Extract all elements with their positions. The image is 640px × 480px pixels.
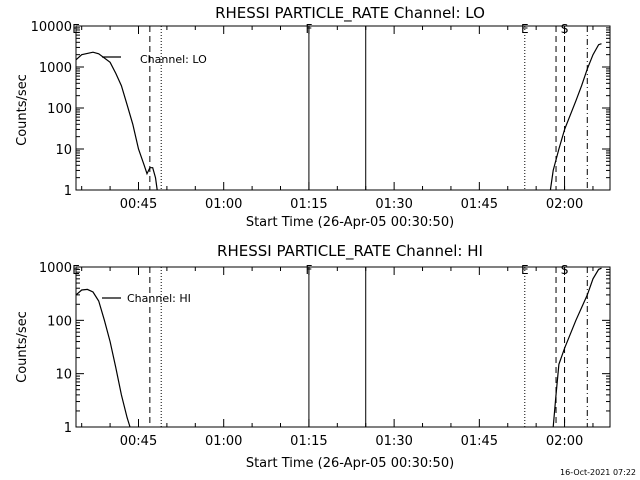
lo-y-tick-label: 1000 bbox=[39, 61, 72, 76]
hi-x-tick-label: 01:15 bbox=[290, 434, 327, 449]
lo-marker-label: E bbox=[521, 22, 529, 36]
hi-y-tick-label: 1 bbox=[64, 421, 72, 436]
lo-y-tick-label: 10 bbox=[55, 143, 72, 158]
lo-x-tick-label: 00:45 bbox=[120, 197, 157, 212]
hi-x-tick-label: 01:00 bbox=[205, 434, 242, 449]
hi-x-tick-label: 00:45 bbox=[120, 434, 157, 449]
lo-x-tick-label: 01:30 bbox=[375, 197, 412, 212]
lo-marker-label: S bbox=[561, 22, 569, 36]
lo-x-tick-label: 01:15 bbox=[290, 197, 327, 212]
lo-chart-title: RHESSI PARTICLE_RATE Channel: LO bbox=[215, 4, 485, 23]
hi-marker-label: E bbox=[72, 263, 80, 277]
hi-series-line bbox=[75, 288, 131, 428]
hi-x-axis-label: Start Time (26-Apr-05 00:30:50) bbox=[246, 456, 454, 471]
hi-marker-label: E bbox=[521, 263, 529, 277]
lo-y-tick-label: 1 bbox=[64, 184, 72, 199]
hi-marker-label: F bbox=[305, 263, 312, 277]
lo-series-line bbox=[75, 51, 158, 191]
lo-plot-area: 1 10 100 1000 10000 00:45 01:00 01:15 01:30 01:45… bbox=[31, 20, 611, 212]
lo-marker-label: E bbox=[72, 22, 80, 36]
hi-marker-label: S bbox=[561, 263, 569, 277]
hi-x-tick-label: 02:00 bbox=[546, 434, 583, 449]
lo-y-tick-label: 100 bbox=[47, 102, 72, 117]
hi-x-tick-label: 01:45 bbox=[461, 434, 498, 449]
lo-marker-label: F bbox=[305, 22, 312, 36]
hi-series-line bbox=[552, 267, 602, 428]
hi-y-tick-label: 100 bbox=[47, 314, 72, 329]
lo-y-tick-label: 10000 bbox=[31, 20, 72, 35]
lo-x-tick-label: 01:00 bbox=[205, 197, 242, 212]
hi-plot-area: 1 10 100 1000 00:45 01:00 01:15 01:30 01:45 02:00… bbox=[39, 261, 611, 449]
hi-chart-title: RHESSI PARTICLE_RATE Channel: HI bbox=[217, 242, 483, 261]
lo-x-tick-label: 01:45 bbox=[461, 197, 498, 212]
lo-y-axis-label: Counts/sec bbox=[15, 74, 30, 146]
hi-x-tick-label: 01:30 bbox=[375, 434, 412, 449]
panel-hi: RHESSI PARTICLE_RATE Channel: HI Counts/… bbox=[15, 242, 611, 471]
lo-x-tick-label: 02:00 bbox=[546, 197, 583, 212]
hi-y-tick-label: 1000 bbox=[39, 261, 72, 276]
hi-y-axis-label: Counts/sec bbox=[15, 311, 30, 383]
hi-legend-label: Channel: HI bbox=[127, 292, 191, 305]
lo-legend-label: Channel: LO bbox=[140, 53, 207, 66]
panel-lo: RHESSI PARTICLE_RATE Channel: LO Counts/… bbox=[15, 4, 611, 230]
lo-series-line bbox=[549, 43, 602, 191]
timestamp: 16-Oct-2021 07:22 bbox=[560, 468, 636, 477]
lo-x-axis-label: Start Time (26-Apr-05 00:30:50) bbox=[246, 215, 454, 230]
hi-y-tick-label: 10 bbox=[55, 368, 72, 383]
hi-axes-box bbox=[75, 266, 611, 428]
